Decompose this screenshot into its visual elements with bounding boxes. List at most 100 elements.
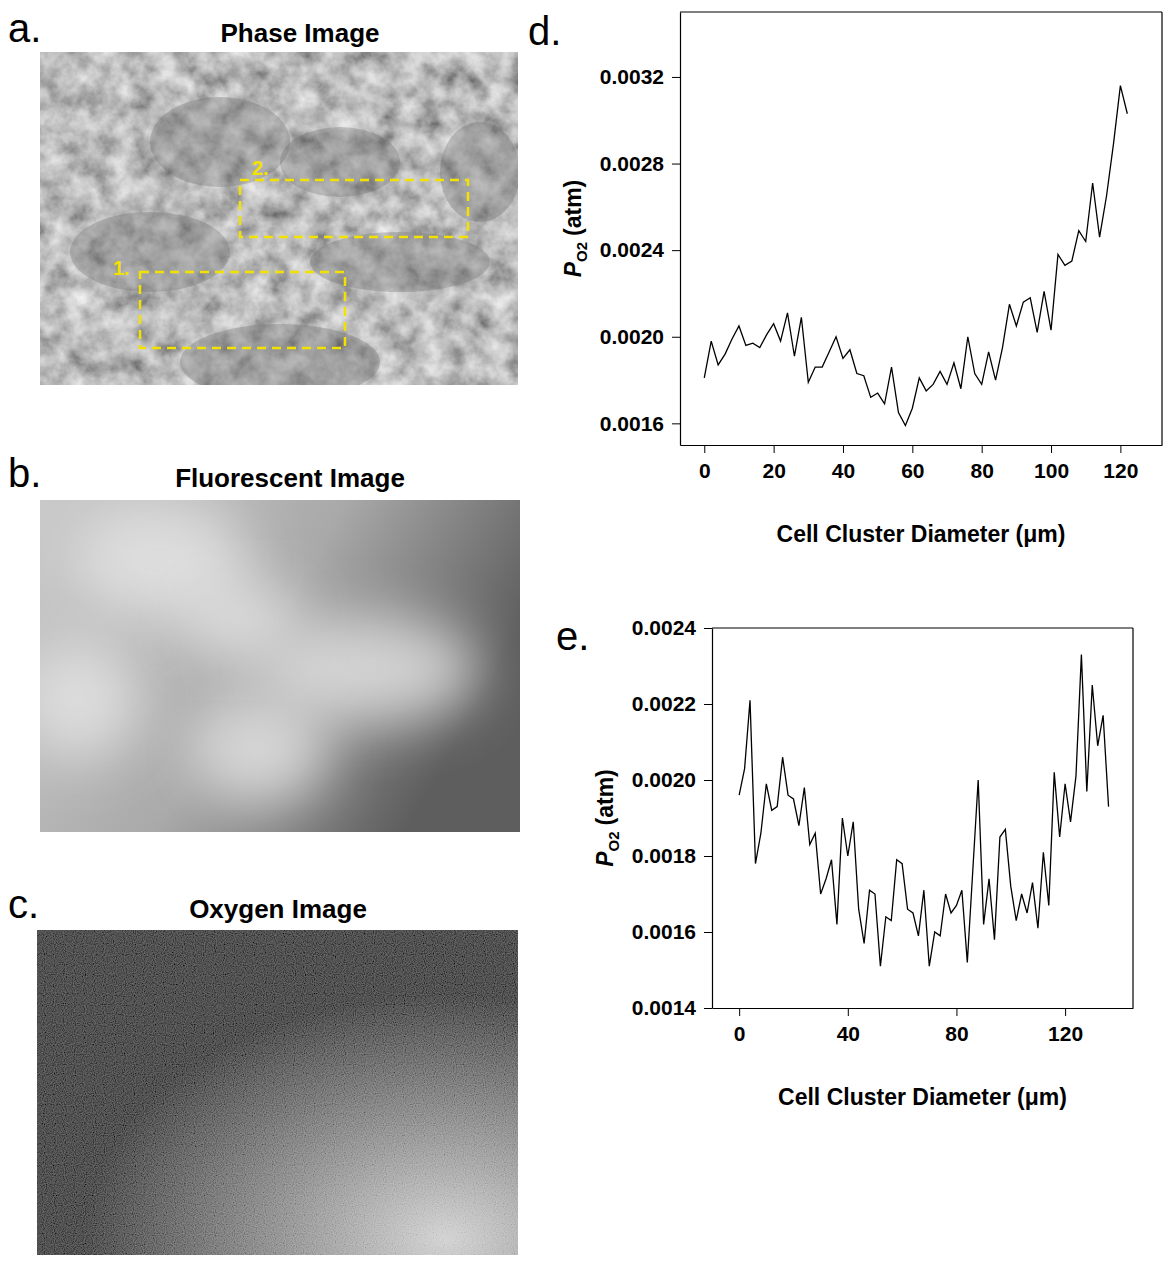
x-tick-mark [848,1008,849,1016]
y-tick-mark [704,932,712,933]
panel-title: Oxygen Image [189,894,367,924]
y-tick-mark [672,77,680,78]
x-tick-mark [1051,445,1052,453]
micrograph [40,52,518,385]
x-tick-mark [1065,1008,1066,1016]
line-chart: d.0204060801001200.00160.00200.00240.002… [528,9,1163,547]
x-tick: 120 [1048,1008,1083,1045]
panel-title: Phase Image [221,18,380,48]
panel-letter: e. [556,614,589,658]
y-tick: 0.0028 [600,152,680,175]
y-tick-mark [672,250,680,251]
y-tick-mark [672,423,680,424]
y-axis: 0.0014 0.0016 0.0018 0.0020 0.0022 0.0024 [632,616,713,1019]
y-tick-label: 0.0028 [600,152,665,175]
x-tick: 40 [837,1008,860,1045]
plot-frame [680,11,1162,12]
y-axis-title-symbol: P [560,261,586,277]
y-axis-title: PO2(atm) [592,769,622,867]
x-tick-label: 80 [945,1022,968,1045]
y-tick: 0.0024 [600,238,680,261]
cell-cluster [150,97,290,187]
figure: a.Phase Image1.2.b.Fluorescent Imagec.Ox… [0,0,1173,1262]
x-tick: 60 [901,445,924,482]
x-tick-mark [982,445,983,453]
y-tick: 0.0024 [632,616,712,639]
y-axis-title: PO2 (atm) [560,180,590,278]
x-tick-mark [956,1008,957,1016]
x-tick-mark [912,445,913,453]
micrograph [37,930,518,1255]
y-tick-mark [704,1008,712,1009]
x-tick-mark [739,1008,740,1016]
cell-cluster [440,122,518,222]
x-tick-label: 20 [762,459,785,482]
y-axis-title-subscript: O2 [605,831,622,851]
y-tick-label: 0.0024 [632,616,697,639]
y-axis-title-subscript: O2 [573,242,590,262]
x-tick: 80 [971,445,994,482]
y-tick-mark [672,337,680,338]
x-axis-title: Cell Cluster Diameter (μm) [778,1084,1067,1110]
x-axis-line [681,445,1163,446]
cell-cluster [310,232,490,292]
x-tick: 20 [762,445,785,482]
image-panel: b. Fluorescent Image [8,451,520,832]
y-tick: 0.0016 [600,412,680,435]
y-tick: 0.0020 [632,768,712,791]
micrograph [40,500,520,832]
panel-title: Fluorescent Image [175,463,405,493]
y-tick-label: 0.0014 [632,996,697,1019]
cell-cluster [280,127,400,197]
region-label: 1. [113,257,130,279]
y-tick-mark [704,704,712,705]
x-axis: 020406080100120 [681,445,1163,482]
plot-area [739,655,1108,967]
y-axis-line [680,13,681,446]
x-tick-label: 120 [1048,1022,1083,1045]
x-tick-label: 40 [837,1022,860,1045]
x-tick-label: 80 [971,459,994,482]
y-tick: 0.0016 [632,920,712,943]
panel-letter: b. [8,451,41,495]
x-tick-label: 0 [699,459,711,482]
x-tick: 80 [945,1008,968,1045]
region-label: 2. [252,157,269,179]
x-tick-label: 120 [1103,459,1138,482]
y-tick-label: 0.0016 [632,920,696,943]
plot-frame [712,627,1133,628]
x-tick: 120 [1103,445,1138,482]
y-tick-label: 0.0032 [600,65,664,88]
x-tick: 0 [734,1008,746,1045]
region-box [140,272,345,348]
cell-cluster [180,324,380,385]
plot-frame [1132,628,1133,1008]
x-axis-line [713,1008,1134,1009]
x-axis: 0 40 80 120 [713,1008,1134,1045]
fluorescent-blob [40,640,140,760]
y-tick-label: 0.0018 [632,844,697,867]
x-tick-label: 0 [734,1022,746,1045]
y-tick-label: 0.0022 [632,692,696,715]
panel-letter: c. [8,882,39,926]
x-tick: 0 [699,445,711,482]
x-tick-label: 60 [901,459,924,482]
y-axis: 0.0016 0.0020 0.0024 0.0028 0.0032 [600,13,681,446]
y-axis-title-unit: (atm) [560,180,586,236]
y-tick: 0.0032 [600,65,680,88]
x-tick-label: 40 [832,459,855,482]
y-axis-title-symbol: P [592,851,618,867]
y-tick-label: 0.0020 [632,768,696,791]
x-tick-mark [843,445,844,453]
x-tick: 40 [832,445,855,482]
y-tick: 0.0018 [632,844,712,867]
y-tick-mark [704,856,712,857]
y-tick: 0.0014 [632,996,712,1019]
y-tick-label: 0.0020 [600,325,664,348]
y-tick-mark [704,780,712,781]
y-tick-mark [704,628,712,629]
region-box [240,180,468,237]
y-tick-label: 0.0024 [600,238,665,261]
oxygen-shade [37,930,518,1255]
x-tick-mark [774,445,775,453]
